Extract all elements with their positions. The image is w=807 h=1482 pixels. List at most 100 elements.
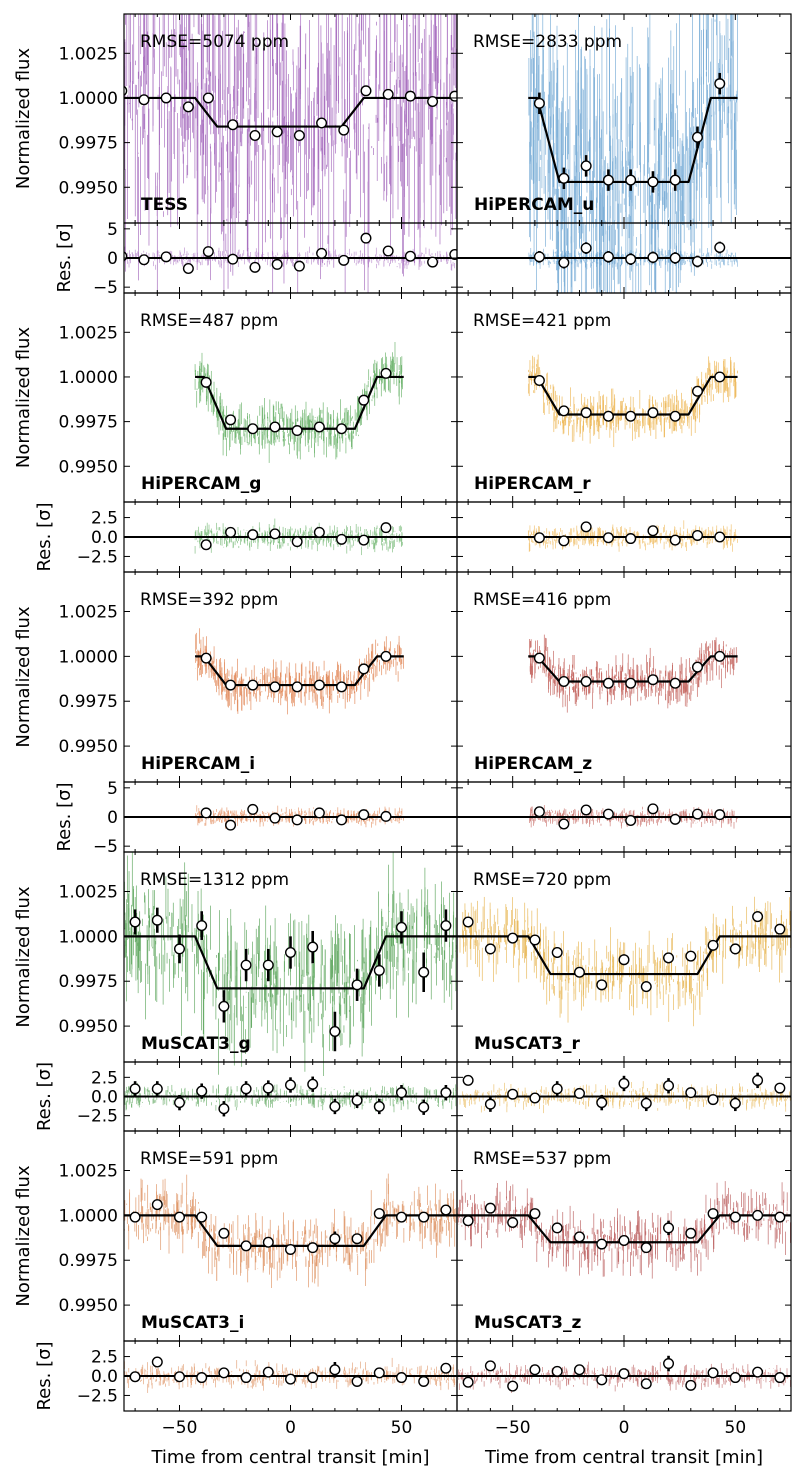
panel-TESS: 0.9950 0.9975 1.0000 1.0025 −5 0 5 Normalized f… [13,13,458,298]
band-label: HiPERCAM_z [474,754,592,774]
raw-data-flux [194,342,404,463]
residual-point [669,252,681,264]
residual-point [307,1078,319,1090]
flux-tick-label: 1.0025 [59,602,118,622]
residual-tick-label: 0.0 [91,528,118,548]
residual-point [373,1100,385,1112]
binned-point [647,674,659,686]
residual-y-axis-label: Res. [σ] [54,223,75,292]
residual-tick-label: −2.5 [77,547,118,567]
residual-point [507,1088,519,1100]
binned-point [507,1217,519,1229]
residual-tick-label: 5 [107,220,118,240]
rmse-label: RMSE=591 ppm [140,1149,278,1169]
binned-point [618,1234,630,1246]
transit-model-line [528,96,738,184]
band-label: HiPERCAM_i [141,754,255,774]
residual-point [307,1372,319,1384]
binned-point [663,952,675,964]
binned-point [533,97,545,109]
transit-model-line [124,935,457,990]
residual-point [669,813,681,825]
residual-point [449,249,457,260]
band-label: MuSCAT3_i [141,1313,244,1333]
band-label: MuSCAT3_z [474,1313,582,1333]
residual-point [196,1372,208,1384]
rmse-label: RMSE=487 ppm [140,311,278,331]
binned-point [707,1208,719,1220]
residual-point [551,1083,563,1095]
residual-point [269,528,281,540]
binned-point [551,1222,563,1234]
raw-data-flux [124,14,457,293]
x-tick-label: 50 [391,1418,413,1438]
residual-point [691,808,703,820]
flux-tick-label: 0.9950 [59,457,118,477]
binned-point [685,950,697,962]
panel-HiPERCAM_g: 0.9950 0.9975 1.0000 1.0025 −2.50.02.5 Normal… [13,292,458,573]
residual-point [640,1097,652,1109]
residual-point [685,1087,697,1099]
residual-point [462,1074,474,1086]
binned-point [714,371,726,383]
binned-point [225,679,237,691]
band-label: HiPERCAM_g [141,474,261,494]
residual-point [729,1372,741,1384]
binned-point [596,1238,608,1250]
binned-point [338,124,350,136]
binned-point [196,920,208,932]
residual-point [247,529,259,541]
flux-tick-label: 0.9950 [59,178,118,198]
residual-point [313,526,325,538]
flux-tick-label: 0.9950 [59,1017,118,1037]
residual-point [602,532,614,544]
binned-point [202,92,214,104]
rmse-label: RMSE=1312 ppm [140,870,289,890]
residual-point [360,232,372,244]
binned-point [625,677,637,689]
binned-point [580,407,592,419]
binned-point [484,943,496,955]
residual-point [293,260,305,272]
axis-ticks [457,572,791,852]
binned-point [151,914,163,926]
panel-HiPERCAM_r: RMSE=421 ppm HiPERCAM_r [456,292,792,573]
flux-y-axis-label: Normalized flux [13,1165,34,1307]
residual-point [691,529,703,541]
binned-point [625,410,637,422]
raw-data-flux [529,634,738,713]
residual-point [647,525,659,537]
residual-point [558,535,570,547]
binned-point [484,1202,496,1214]
band-label: TESS [141,195,188,215]
flux-tick-label: 0.9950 [59,737,118,757]
residual-point [625,533,637,545]
residual-point [380,522,392,534]
residual-point [440,1362,452,1374]
binned-point [336,423,348,435]
panel-MuSCAT3_z: RMSE=537 ppm MuSCAT3_z −50 0 50 Time from cen… [456,1130,792,1468]
flux-tick-label: 0.9975 [59,692,118,712]
residual-point [427,256,439,268]
binned-point [396,1211,408,1223]
residual-point [218,1367,230,1379]
binned-point [269,681,281,693]
residual-point [618,1368,630,1380]
residual-point [358,809,370,821]
residual-point [714,241,726,253]
residual-point [351,1094,363,1106]
binned-point [358,663,370,675]
flux-tick-label: 1.0000 [59,647,118,667]
flux-tick-label: 0.9975 [59,134,118,154]
panel-MuSCAT3_g: 0.9950 0.9975 1.0000 1.0025 −2.50.02.5 Normal… [13,851,458,1132]
raw-data-flux [124,1173,457,1288]
residual-point [285,1373,297,1385]
flux-y-axis-label: Normalized flux [13,606,34,748]
binned-point [218,1000,230,1012]
residual-point [338,254,350,266]
residual-point [291,536,303,548]
binned-point [200,376,212,388]
residual-point [225,819,237,831]
binned-point [551,947,563,959]
residual-tick-label: 0 [107,808,118,828]
